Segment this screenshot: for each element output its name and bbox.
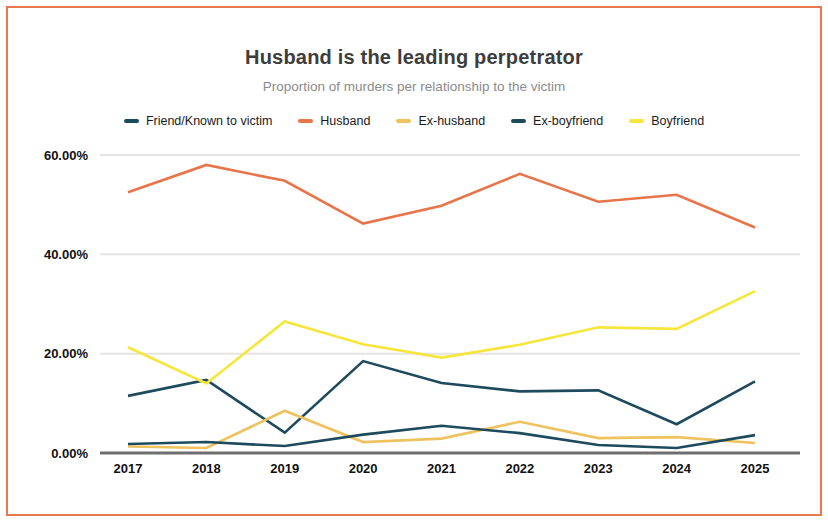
x-tick-label: 2024	[662, 461, 692, 476]
x-tick-label: 2023	[584, 461, 613, 476]
series-line-husband	[128, 165, 755, 228]
x-tick-label: 2017	[114, 461, 143, 476]
x-tick-label: 2020	[349, 461, 378, 476]
y-tick-label: 60.00%	[44, 148, 89, 163]
line-chart-svg: 60.00% 40.00% 20.00% 0.00% 2017 2018 2019 2020 2…	[0, 0, 828, 522]
series-line-boyfriend	[128, 291, 755, 383]
x-tick-label: 2021	[427, 461, 456, 476]
x-tick-label: 2025	[741, 461, 770, 476]
y-tick-label: 0.00%	[51, 446, 88, 461]
y-tick-label: 20.00%	[44, 346, 89, 361]
x-tick-label: 2022	[505, 461, 534, 476]
x-tick-label: 2019	[270, 461, 299, 476]
y-tick-label: 40.00%	[44, 247, 89, 262]
x-tick-label: 2018	[192, 461, 221, 476]
